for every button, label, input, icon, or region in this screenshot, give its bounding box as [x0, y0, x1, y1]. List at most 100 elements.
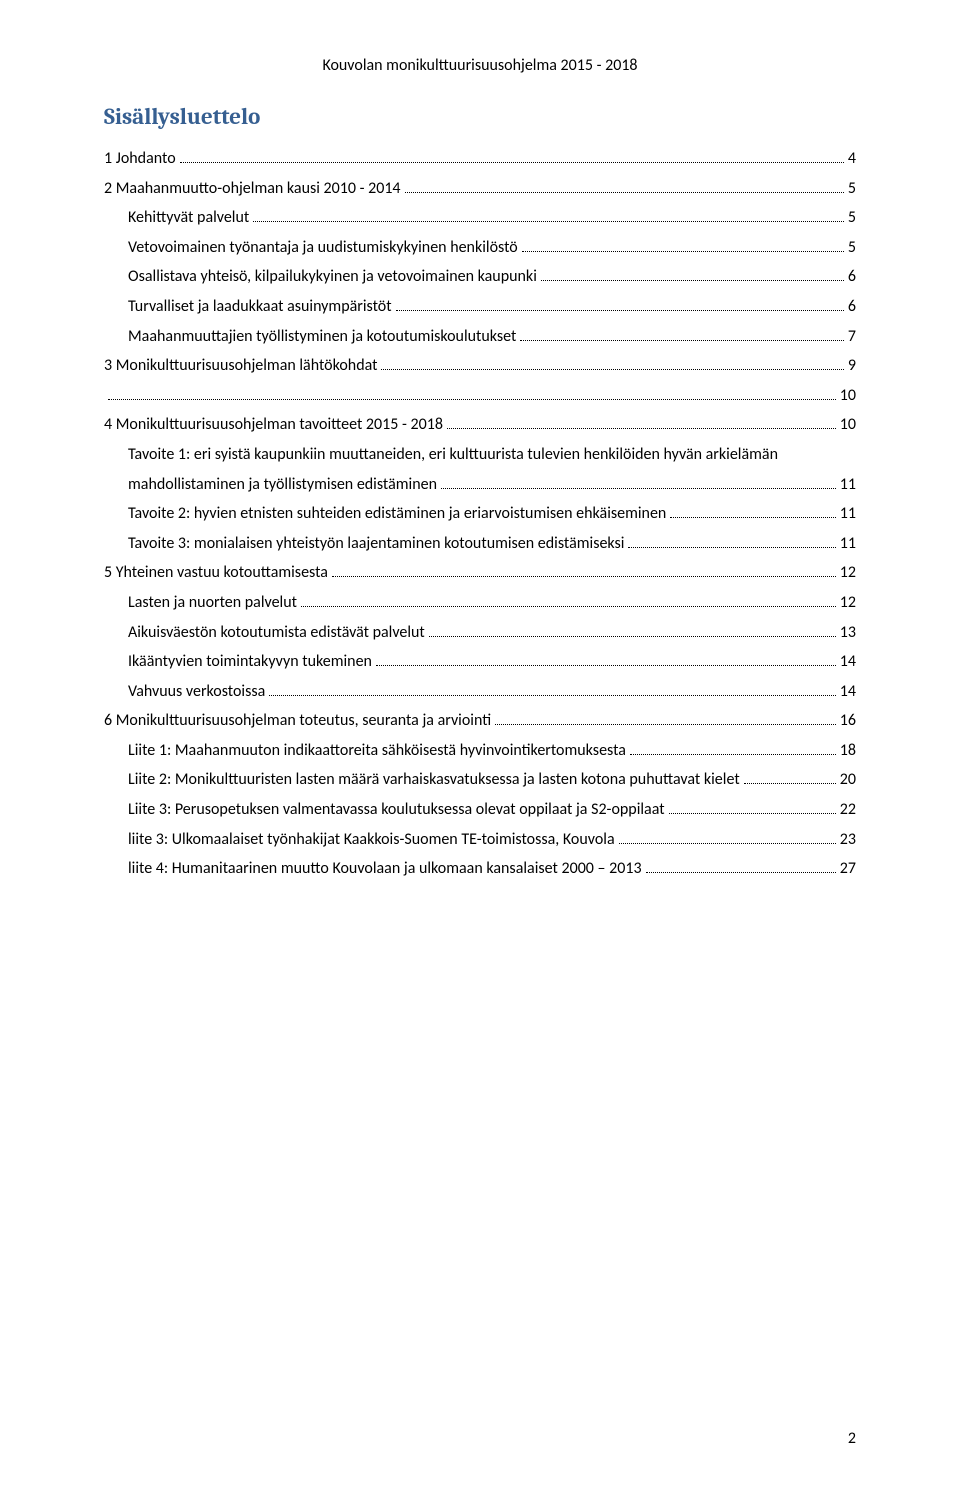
toc-leader	[447, 414, 836, 429]
toc-label: 6 Monikulttuurisuusohjelman toteutus, se…	[104, 706, 491, 736]
toc-label: Liite 3: Perusopetuksen valmentavassa ko…	[128, 795, 665, 825]
document-page: Kouvolan monikulttuurisuusohjelma 2015 -…	[0, 0, 960, 1490]
toc-entry[interactable]: Tavoite 2: hyvien etnisten suhteiden edi…	[104, 499, 856, 529]
toc-leader	[670, 503, 835, 518]
toc-leader	[253, 207, 844, 222]
toc-label: Tavoite 2: hyvien etnisten suhteiden edi…	[128, 499, 666, 529]
toc-entry[interactable]: Liite 2: Monikulttuuristen lasten määrä …	[104, 765, 856, 795]
toc-page: 9	[848, 351, 856, 381]
toc-entry[interactable]: Tavoite 1: eri syistä kaupunkiin muuttan…	[104, 440, 856, 499]
toc-label: 4 Monikulttuurisuusohjelman tavoitteet 2…	[104, 410, 443, 440]
section-title: Sisällysluettelo	[104, 103, 856, 130]
toc-label: liite 3: Ulkomaalaiset työnhakijat Kaakk…	[128, 825, 615, 855]
toc-leader	[669, 799, 836, 814]
toc-leader	[628, 532, 835, 547]
toc-page: 18	[840, 736, 856, 766]
toc-page: 7	[848, 322, 856, 352]
toc-page: 10	[840, 381, 856, 411]
running-header: Kouvolan monikulttuurisuusohjelma 2015 -…	[104, 56, 856, 75]
toc-page: 22	[840, 795, 856, 825]
toc-entry[interactable]: 10	[104, 381, 856, 411]
toc-entry[interactable]: 5 Yhteinen vastuu kotouttamisesta 12	[104, 558, 856, 588]
toc-label: 2 Maahanmuutto-ohjelman kausi 2010 - 201…	[104, 174, 401, 204]
toc-label: Lasten ja nuorten palvelut	[128, 588, 297, 618]
toc-label: Aikuisväestön kotoutumista edistävät pal…	[128, 618, 425, 648]
toc-entry[interactable]: Vahvuus verkostoissa 14	[104, 677, 856, 707]
toc-label: Liite 2: Monikulttuuristen lasten määrä …	[128, 765, 740, 795]
toc-leader	[376, 651, 836, 666]
toc-entry[interactable]: 3 Monikulttuurisuusohjelman lähtökohdat 9	[104, 351, 856, 381]
toc-page: 12	[840, 558, 856, 588]
toc-entry[interactable]: Ikääntyvien toimintakyvyn tukeminen 14	[104, 647, 856, 677]
toc-page: 11	[840, 529, 856, 559]
toc-leader	[108, 384, 836, 399]
toc-leader	[269, 680, 836, 695]
toc-leader	[619, 828, 836, 843]
toc-label: Liite 1: Maahanmuuton indikaattoreita sä…	[128, 736, 626, 766]
toc-page: 6	[848, 262, 856, 292]
toc-label: Kehittyvät palvelut	[128, 203, 249, 233]
toc-label: Turvalliset ja laadukkaat asuinympäristö…	[128, 292, 392, 322]
toc-entry[interactable]: Osallistava yhteisö, kilpailukykyinen ja…	[104, 262, 856, 292]
toc-leader	[441, 473, 836, 488]
toc-page: 5	[848, 174, 856, 204]
toc-leader	[495, 710, 836, 725]
toc-entry[interactable]: Liite 3: Perusopetuksen valmentavassa ko…	[104, 795, 856, 825]
toc-leader	[429, 621, 836, 636]
toc-label: Tavoite 3: monialaisen yhteistyön laajen…	[128, 529, 624, 559]
toc-label: 3 Monikulttuurisuusohjelman lähtökohdat	[104, 351, 377, 381]
toc-page: 5	[848, 233, 856, 263]
toc-label: Ikääntyvien toimintakyvyn tukeminen	[128, 647, 372, 677]
toc-page: 23	[840, 825, 856, 855]
toc-page: 14	[840, 647, 856, 677]
toc-label: Tavoite 1: eri syistä kaupunkiin muuttan…	[128, 440, 856, 470]
toc-page: 20	[840, 765, 856, 795]
toc-page: 4	[848, 144, 856, 174]
toc-label: Osallistava yhteisö, kilpailukykyinen ja…	[128, 262, 537, 292]
toc-entry[interactable]: Aikuisväestön kotoutumista edistävät pal…	[104, 618, 856, 648]
toc-page: 11	[840, 499, 856, 529]
toc-page: 13	[840, 618, 856, 648]
toc-page: 12	[840, 588, 856, 618]
toc-page: 10	[840, 410, 856, 440]
toc-leader	[180, 148, 844, 163]
toc-page: 6	[848, 292, 856, 322]
toc-entry[interactable]: Lasten ja nuorten palvelut 12	[104, 588, 856, 618]
toc-label: liite 4: Humanitaarinen muutto Kouvolaan…	[128, 854, 642, 884]
toc-entry[interactable]: 4 Monikulttuurisuusohjelman tavoitteet 2…	[104, 410, 856, 440]
toc-entry[interactable]: liite 3: Ulkomaalaiset työnhakijat Kaakk…	[104, 825, 856, 855]
toc-label: 1 Johdanto	[104, 144, 176, 174]
toc-leader	[744, 769, 836, 784]
toc-leader	[396, 296, 844, 311]
toc-entry[interactable]: liite 4: Humanitaarinen muutto Kouvolaan…	[104, 854, 856, 884]
toc-label: Maahanmuuttajien työllistyminen ja kotou…	[128, 322, 516, 352]
toc-entry[interactable]: Maahanmuuttajien työllistyminen ja kotou…	[104, 322, 856, 352]
toc-entry[interactable]: 6 Monikulttuurisuusohjelman toteutus, se…	[104, 706, 856, 736]
toc-label: Vetovoimainen työnantaja ja uudistumisky…	[128, 233, 518, 263]
toc-page: 14	[840, 677, 856, 707]
toc-list: 1 Johdanto 4 2 Maahanmuutto-ohjelman kausi…	[104, 144, 856, 884]
toc-leader	[630, 739, 836, 754]
toc-page: 11	[840, 470, 856, 500]
toc-page: 5	[848, 203, 856, 233]
toc-entry[interactable]: Tavoite 3: monialaisen yhteistyön laajen…	[104, 529, 856, 559]
toc-label: 5 Yhteinen vastuu kotouttamisesta	[104, 558, 328, 588]
toc-entry[interactable]: 2 Maahanmuutto-ohjelman kausi 2010 - 201…	[104, 174, 856, 204]
page-number: 2	[848, 1429, 856, 1448]
toc-entry[interactable]: Liite 1: Maahanmuuton indikaattoreita sä…	[104, 736, 856, 766]
toc-leader	[332, 562, 836, 577]
toc-leader	[646, 858, 836, 873]
toc-leader	[522, 236, 844, 251]
toc-page: 27	[840, 854, 856, 884]
toc-entry[interactable]: Turvalliset ja laadukkaat asuinympäristö…	[104, 292, 856, 322]
toc-leader	[520, 325, 843, 340]
toc-entry[interactable]: Kehittyvät palvelut 5	[104, 203, 856, 233]
toc-leader	[541, 266, 844, 281]
toc-entry[interactable]: Vetovoimainen työnantaja ja uudistumisky…	[104, 233, 856, 263]
toc-page: 16	[840, 706, 856, 736]
toc-leader	[381, 355, 843, 370]
toc-leader	[405, 177, 844, 192]
toc-label: Vahvuus verkostoissa	[128, 677, 265, 707]
toc-leader	[301, 592, 836, 607]
toc-entry[interactable]: 1 Johdanto 4	[104, 144, 856, 174]
